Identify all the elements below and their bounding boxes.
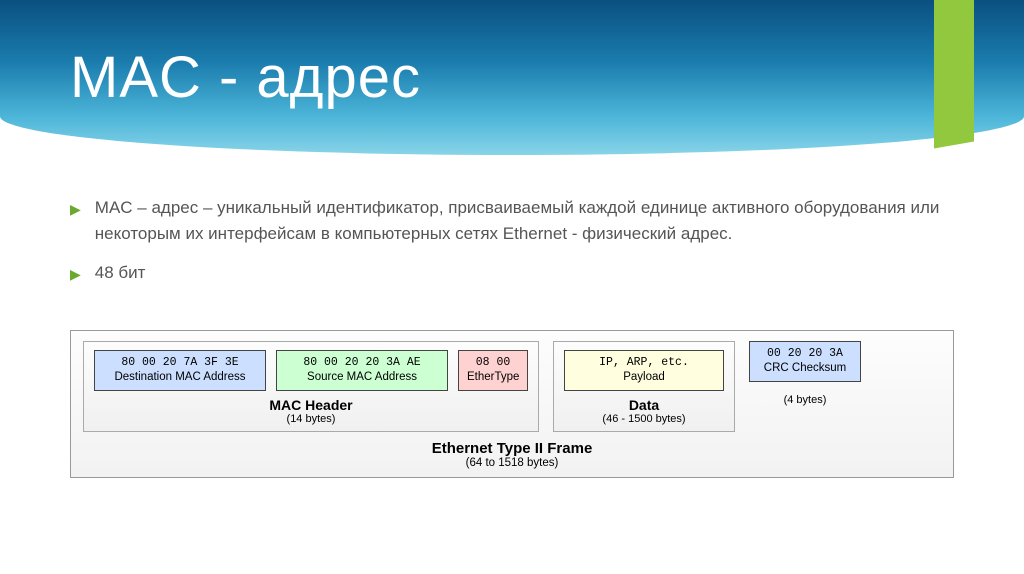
bullet-text: 48 бит xyxy=(95,260,954,286)
field-label: Destination MAC Address xyxy=(103,370,257,386)
field-hex: 80 00 20 20 3A AE xyxy=(285,355,439,371)
frame-bytes: (64 to 1518 bytes) xyxy=(83,457,941,469)
group-name: Data xyxy=(564,397,724,413)
frame-group: 80 00 20 7A 3F 3EDestination MAC Address… xyxy=(83,341,539,432)
field-label: CRC Checksum xyxy=(758,361,852,377)
slide-header: MAC - адрес xyxy=(0,0,1024,155)
accent-decoration xyxy=(934,0,974,149)
group-bytes: (46 - 1500 bytes) xyxy=(564,413,724,425)
field-box: 80 00 20 7A 3F 3EDestination MAC Address xyxy=(94,350,266,391)
bullet-text: MAC – адрес – уникальный идентификатор, … xyxy=(95,195,954,246)
arrow-icon: ▶ xyxy=(70,199,81,220)
banner: MAC - адрес xyxy=(0,0,1024,155)
field-hex: 08 00 xyxy=(467,355,519,371)
field-hex: IP, ARP, etc. xyxy=(573,355,715,371)
group-caption: (4 bytes) xyxy=(784,394,827,406)
bullet-item: ▶ MAC – адрес – уникальный идентификатор… xyxy=(70,195,954,246)
frame-title: Ethernet Type II Frame xyxy=(83,440,941,457)
group-bytes: (14 bytes) xyxy=(94,413,528,425)
group-boxes: 80 00 20 7A 3F 3EDestination MAC Address… xyxy=(94,350,528,391)
bullet-item: ▶ 48 бит xyxy=(70,260,954,286)
frame-group: IP, ARP, etc.Payload Data(46 - 1500 bytes… xyxy=(553,341,735,432)
group-caption: Data(46 - 1500 bytes) xyxy=(564,397,724,425)
frame-group-solo: 00 20 20 3ACRC Checksum (4 bytes) xyxy=(749,341,861,406)
field-box: 80 00 20 20 3A AESource MAC Address xyxy=(276,350,448,391)
field-label: Payload xyxy=(573,370,715,386)
field-hex: 80 00 20 7A 3F 3E xyxy=(103,355,257,371)
group-name: MAC Header xyxy=(94,397,528,413)
field-box: 08 00EtherType xyxy=(458,350,528,391)
ethernet-frame-diagram: 80 00 20 7A 3F 3EDestination MAC Address… xyxy=(70,330,954,478)
group-boxes: IP, ARP, etc.Payload xyxy=(564,350,724,391)
field-label: Source MAC Address xyxy=(285,370,439,386)
page-title: MAC - адрес xyxy=(70,44,421,111)
content-area: ▶ MAC – адрес – уникальный идентификатор… xyxy=(0,155,1024,320)
field-box: IP, ARP, etc.Payload xyxy=(564,350,724,391)
frame-caption: Ethernet Type II Frame (64 to 1518 bytes… xyxy=(83,440,941,469)
frame-row: 80 00 20 7A 3F 3EDestination MAC Address… xyxy=(83,341,941,432)
field-hex: 00 20 20 3A xyxy=(758,346,852,362)
field-box: 00 20 20 3ACRC Checksum xyxy=(749,341,861,382)
group-caption: MAC Header(14 bytes) xyxy=(94,397,528,425)
field-label: EtherType xyxy=(467,370,519,386)
group-bytes: (4 bytes) xyxy=(784,394,827,406)
arrow-icon: ▶ xyxy=(70,264,81,285)
